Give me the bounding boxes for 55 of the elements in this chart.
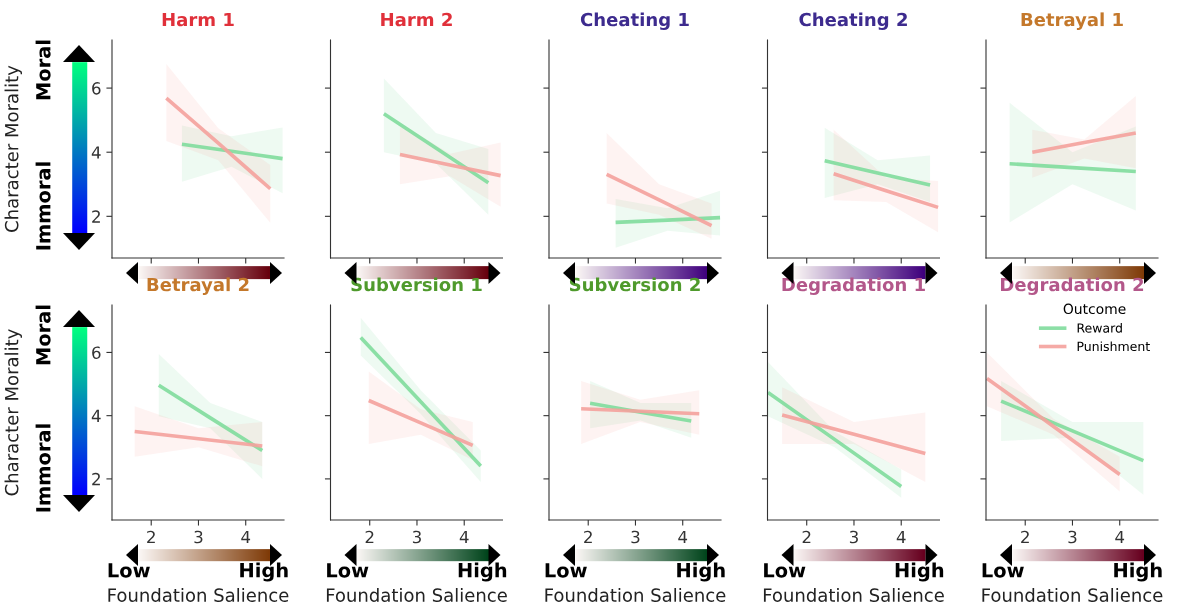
- chart-title: Harm 1: [162, 12, 234, 27]
- x-tick-label: 3: [631, 530, 640, 544]
- legend-label: Reward: [1077, 323, 1122, 333]
- chart-title: Betrayal 2: [147, 277, 249, 296]
- text: Low: [545, 563, 587, 578]
- x-tick-label: 3: [1068, 530, 1077, 544]
- x-tick-label: 4: [896, 530, 906, 544]
- x-axis-title: Foundation Salience: [982, 588, 1163, 602]
- x-tick-label: 2: [802, 530, 811, 544]
- text: High: [895, 562, 944, 582]
- x-tick-label: 2: [147, 530, 155, 544]
- y-tick-label: 6: [92, 82, 101, 95]
- x-tick-label: 2: [365, 530, 374, 544]
- y-tick-label: 2: [92, 210, 100, 223]
- y-tick-label: 4: [91, 146, 101, 159]
- y-axis-title: Character Morality: [4, 65, 22, 232]
- y-tick-label: 6: [92, 346, 101, 359]
- chart-title: Degradation 1: [782, 277, 925, 296]
- chart-title: Cheating 2: [799, 12, 907, 31]
- chart-title: Betrayal 1: [1021, 12, 1123, 31]
- chart-title: Subversion 2: [569, 277, 700, 292]
- text: High: [458, 562, 507, 582]
- text: Moral: [35, 305, 51, 365]
- x-tick-label: 4: [678, 530, 688, 544]
- text: Low: [764, 563, 806, 578]
- text: Moral: [35, 40, 51, 100]
- text: Low: [327, 563, 369, 578]
- x-tick-label: 4: [459, 530, 469, 544]
- y-tick-label: 4: [91, 409, 101, 422]
- x-tick-label: 3: [849, 530, 858, 544]
- chart-title: Degradation 2: [1001, 277, 1144, 296]
- chart-title: Subversion 1: [351, 277, 482, 292]
- x-tick-label: 2: [584, 530, 592, 544]
- x-tick-label: 3: [194, 530, 203, 544]
- chart-title: Harm 2: [381, 12, 452, 27]
- text: Immoral: [35, 424, 51, 512]
- x-axis-title: Foundation Salience: [108, 588, 289, 602]
- x-axis-title: Foundation Salience: [763, 588, 944, 602]
- text: Immoral: [35, 162, 51, 250]
- y-tick-label: 2: [92, 472, 100, 486]
- x-axis-title: Foundation Salience: [326, 588, 507, 602]
- x-tick-label: 4: [1115, 530, 1125, 544]
- legend-label: Punishment: [1077, 341, 1150, 352]
- text: High: [677, 562, 725, 582]
- x-tick-label: 4: [241, 530, 251, 544]
- text: High: [240, 562, 288, 582]
- chart-title: Cheating 1: [580, 12, 689, 31]
- y-axis-title: Character Morality: [4, 329, 22, 496]
- legend-title: Outcome: [1063, 303, 1126, 315]
- x-tick-label: 3: [412, 530, 421, 544]
- text: Low: [982, 563, 1024, 578]
- x-axis-title: Foundation Salience: [545, 588, 726, 602]
- text: High: [1114, 562, 1162, 582]
- x-tick-label: 2: [1021, 530, 1029, 544]
- text: Low: [108, 563, 150, 578]
